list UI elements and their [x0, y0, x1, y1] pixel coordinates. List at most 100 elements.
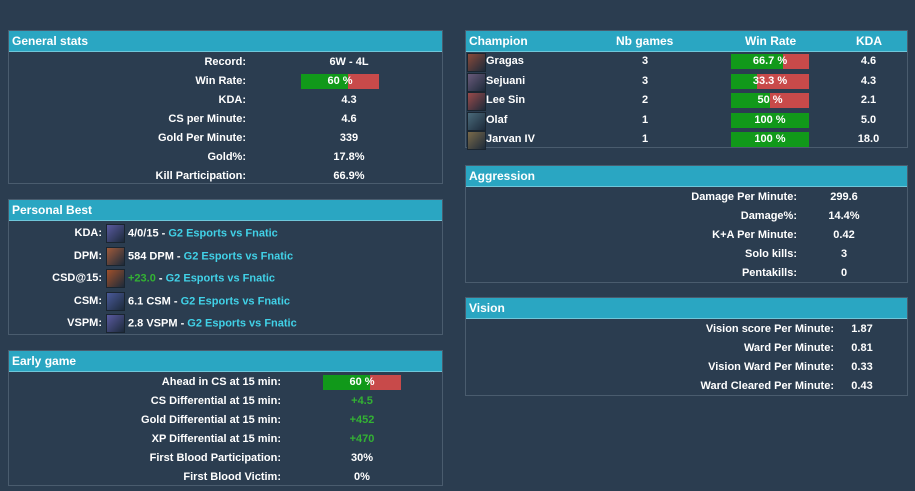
stat-row: K+A Per Minute: 0.42	[466, 226, 907, 245]
stat-value: 4.3	[341, 94, 357, 106]
champion-portrait-icon	[467, 72, 486, 92]
match-link[interactable]: G2 Esports vs Fnatic	[168, 227, 278, 240]
champion-row[interactable]: Sejuani 3 33.3 % 4.3	[466, 72, 907, 92]
stat-row: Win Rate: 60 %	[9, 72, 442, 91]
stat-label: Damage%:	[740, 210, 797, 222]
bar-label: 60 %	[327, 75, 353, 87]
personal-best-label: KDA:	[74, 227, 103, 239]
champion-row[interactable]: Jarvan IV 1 100 % 18.0	[466, 130, 907, 150]
champion-row[interactable]: Lee Sin 2 50 % 2.1	[466, 91, 907, 111]
stat-label: Vision score Per Minute:	[705, 323, 834, 335]
match-link[interactable]: G2 Esports vs Fnatic	[187, 317, 297, 330]
champion-portrait-icon	[467, 131, 486, 150]
col-kda[interactable]: KDA	[856, 34, 882, 48]
stat-label: First Blood Participation:	[149, 452, 281, 464]
champion-portrait-icon	[106, 224, 125, 243]
personal-best-label: VSPM:	[67, 317, 102, 330]
stat-value: 17.8%	[333, 151, 365, 163]
stat-label: KDA:	[218, 94, 247, 106]
bar-fill-green	[323, 375, 370, 390]
stat-row: Gold Differential at 15 min: +452	[9, 411, 442, 430]
stat-value: 1.87	[851, 323, 873, 335]
champion-name[interactable]: Olaf	[486, 113, 508, 126]
col-champion[interactable]: Champion	[469, 34, 528, 48]
stat-value: 14.4%	[828, 210, 860, 222]
bar-fill-red	[756, 73, 809, 89]
champion-portrait-icon	[106, 291, 125, 311]
col-games[interactable]: Nb games	[616, 34, 674, 48]
stat-label: Vision Ward Per Minute:	[708, 361, 834, 373]
match-link[interactable]: G2 Esports vs Fnatic	[180, 295, 291, 308]
stat-label: K+A Per Minute:	[712, 229, 797, 241]
personal-best-value: 6.1 CSM - G2 Esports vs Fnatic	[106, 291, 291, 311]
bar-label: 50 %	[757, 94, 783, 106]
personal-best-rows: KDA: 4/0/15 - G2 Esports vs Fnatic DPM: 584…	[9, 221, 442, 335]
champion-table: Champion Nb games Win Rate KDA Gragas 3 66…	[465, 30, 908, 150]
stat-label: Solo kills:	[745, 248, 797, 260]
stat-value: 0	[840, 267, 848, 279]
stat-row: Damage%: 14.4%	[466, 207, 907, 226]
champion-portrait-icon	[106, 246, 125, 266]
stat-value: 3	[840, 248, 848, 260]
win-rate-bar: 100 %	[731, 112, 809, 128]
personal-best-stat: 6.1 CSM -	[128, 295, 181, 308]
personal-best-label: CSM:	[73, 294, 102, 307]
champion-games: 1	[641, 113, 649, 126]
champion-row[interactable]: Gragas 3 66.7 % 4.6	[466, 52, 907, 72]
stat-row: Pentakills: 0	[466, 264, 907, 283]
stat-value: 6W - 4L	[329, 56, 369, 68]
bar-fill-green	[731, 73, 757, 89]
champion-kda: 4.3	[860, 74, 877, 87]
champion-games: 1	[641, 133, 649, 145]
match-link[interactable]: G2 Esports vs Fnatic	[183, 250, 294, 262]
bar-label: 66.7 %	[752, 55, 788, 67]
vision-header: Vision	[466, 298, 907, 319]
stat-row: Ward Cleared Per Minute: 0.43	[466, 377, 907, 396]
stat-label: CS per Minute:	[168, 113, 246, 125]
stat-value: 0.33	[851, 361, 873, 373]
bar-label: 100 %	[754, 133, 786, 145]
champion-games: 3	[641, 55, 649, 67]
stat-label: First Blood Victim:	[183, 471, 281, 483]
stat-label: Pentakills:	[741, 267, 797, 279]
bar-fill-red	[347, 74, 379, 89]
personal-best-value: +23.0 - G2 Esports vs Fnatic	[106, 269, 276, 289]
bar-fill-green	[731, 132, 809, 147]
stat-label: Gold%:	[207, 151, 247, 163]
bar-fill-red	[783, 54, 809, 69]
personal-best-row: VSPM: 2.8 VSPM - G2 Esports vs Fnatic	[9, 312, 442, 335]
champion-portrait-icon	[467, 92, 486, 111]
champion-name[interactable]: Lee Sin	[486, 94, 526, 106]
stat-label: XP Differential at 15 min:	[151, 433, 281, 445]
champion-name[interactable]: Gragas	[486, 55, 524, 67]
champion-games: 2	[641, 94, 649, 106]
stat-row: Vision score Per Minute: 1.87	[466, 320, 907, 339]
bar-label: 33.3 %	[752, 74, 788, 87]
stat-row: First Blood Victim: 0%	[9, 468, 442, 487]
champion-table-body: Gragas 3 66.7 % 4.6 Sejuani 3 33.3 % 4.3 Lee Sin…	[466, 52, 907, 150]
col-winrate[interactable]: Win Rate	[745, 34, 797, 48]
win-rate-bar: 100 %	[731, 132, 809, 147]
stat-label: Gold Per Minute:	[158, 132, 246, 144]
stat-row: Gold Per Minute: 339	[9, 129, 442, 148]
champion-name[interactable]: Jarvan IV	[486, 133, 535, 145]
champion-kda: 18.0	[857, 133, 880, 145]
stat-label: Gold Differential at 15 min:	[141, 414, 281, 426]
aggression-rows: Damage Per Minute: 299.6 Damage%: 14.4% K+A …	[466, 187, 907, 283]
stat-row: Gold%: 17.8%	[9, 148, 442, 167]
personal-best-header: Personal Best	[9, 200, 442, 221]
personal-best-value: 2.8 VSPM - G2 Esports vs Fnatic	[106, 314, 297, 334]
stat-row: KDA: 4.3	[9, 91, 442, 110]
stat-label: Kill Participation:	[155, 170, 246, 182]
stat-value: 0%	[354, 471, 370, 483]
match-link[interactable]: G2 Esports vs Fnatic	[165, 272, 276, 285]
stat-row: Solo kills: 3	[466, 245, 907, 264]
stat-value: 0.81	[851, 342, 873, 354]
champion-row[interactable]: Olaf 1 100 % 5.0	[466, 111, 907, 131]
early-game-header: Early game	[9, 351, 442, 372]
stat-value: +452	[349, 414, 375, 426]
stat-value: +4.5	[351, 395, 373, 407]
champion-name[interactable]: Sejuani	[486, 74, 526, 87]
stat-label: Record:	[204, 56, 246, 68]
general-stats-header: General stats	[9, 31, 442, 52]
